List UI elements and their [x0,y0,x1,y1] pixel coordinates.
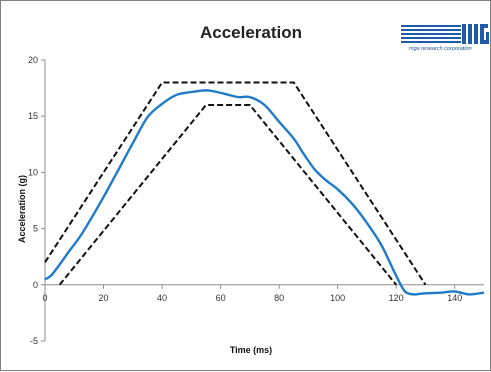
mga-logo: mga research corporation [401,24,489,52]
axes: -5 0 5 10 15 20 0 20 40 60 80 100 120 140 [28,55,484,346]
x-tick-label: 20 [99,293,109,303]
x-tick-label: 120 [389,293,404,303]
measured-line [44,89,485,296]
y-tick-label: 20 [28,55,38,65]
x-tick-label: 40 [157,293,167,303]
x-axis-label: Time (ms) [230,345,272,355]
y-tick-label: 5 [33,224,38,234]
chart-title: Acceleration [200,23,302,42]
x-tick-label: 140 [447,293,462,303]
y-tick-label: 15 [28,111,38,121]
x-tick-label: 80 [274,293,284,303]
series-layer [44,81,485,296]
y-tick-label: 0 [33,280,38,290]
x-tick-label: 100 [330,293,345,303]
logo-tagline: mga research corporation [409,46,472,52]
x-tick-label: 60 [216,293,226,303]
y-tick-label: -5 [30,336,38,346]
logo-mark [462,24,489,44]
upper-corridor-line [44,81,427,286]
logo-stripes [401,25,461,43]
y-tick-label: 10 [28,167,38,177]
x-tick-label: 0 [42,293,47,303]
y-axis-label: Acceleration (g) [17,175,27,243]
lower-corridor-line [58,104,397,286]
